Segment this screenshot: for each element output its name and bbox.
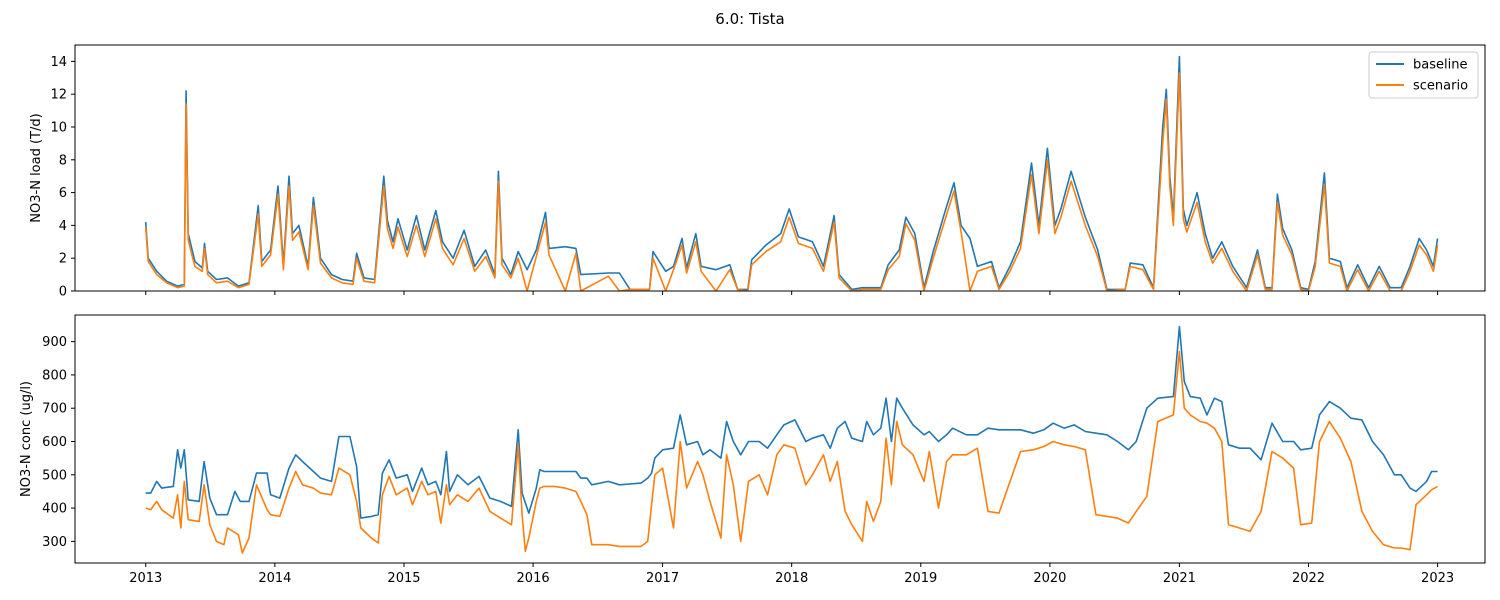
legend-label-scenario: scenario <box>1413 79 1468 94</box>
x-tick-label: 2019 <box>904 571 937 586</box>
y-tick-label: 12 <box>50 88 67 103</box>
panel-load-lines <box>144 55 1439 291</box>
y-tick-label: 6 <box>59 186 67 201</box>
y-tick-label: 800 <box>42 368 67 383</box>
y-tick-label: 500 <box>42 468 67 483</box>
y-tick-label: 900 <box>42 335 67 350</box>
panel-conc-lines <box>145 325 1438 554</box>
panel-conc-y-axis-label: NO3-N conc (ug/l) <box>19 381 34 497</box>
panel-load-frame <box>74 44 1486 292</box>
x-tick-label: 2021 <box>1163 571 1196 586</box>
x-tick-label: 2015 <box>387 571 420 586</box>
series-scenario-line <box>144 72 1439 291</box>
series-baseline-line <box>144 55 1439 291</box>
x-tick-label: 2023 <box>1421 571 1454 586</box>
series-scenario-line <box>145 350 1438 554</box>
panel-load-y-axis-label: NO3-N load (T/d) <box>29 113 44 222</box>
y-tick-label: 10 <box>50 121 67 136</box>
y-tick-label: 600 <box>42 435 67 450</box>
panel-conc-x-axis: 2013 2014 2015 2016 2017 2018 2019 2020 2021 2022… <box>129 563 1454 586</box>
panel-load-x-axis <box>145 291 1439 295</box>
y-tick-label: 14 <box>50 55 67 70</box>
x-tick-label: 2020 <box>1033 571 1066 586</box>
y-tick-label: 400 <box>42 502 67 517</box>
y-tick-label: 4 <box>59 219 67 234</box>
figure-title: 6.0: Tista <box>715 10 784 28</box>
panel-conc-frame <box>74 314 1486 564</box>
panel-conc-y-axis: 300 400 500 600 700 800 900 <box>42 335 75 550</box>
x-tick-label: 2013 <box>129 571 162 586</box>
x-tick-label: 2016 <box>517 571 550 586</box>
y-tick-label: 300 <box>42 535 67 550</box>
x-tick-label: 2022 <box>1292 571 1325 586</box>
y-tick-label: 8 <box>59 153 67 168</box>
legend: baseline scenario <box>1368 51 1479 99</box>
x-tick-label: 2017 <box>646 571 679 586</box>
series-baseline-line <box>145 325 1438 519</box>
y-tick-label: 2 <box>59 252 67 267</box>
panel-load-y-axis: 0 2 4 6 8 10 12 14 <box>50 55 75 300</box>
y-tick-label: 0 <box>59 285 67 300</box>
x-tick-label: 2018 <box>775 571 808 586</box>
panel-load: 0 2 4 6 8 10 12 14 NO3-N load (T/d) baseline sce… <box>29 44 1486 300</box>
legend-label-baseline: baseline <box>1413 58 1467 73</box>
y-tick-label: 700 <box>42 402 67 417</box>
x-tick-label: 2014 <box>258 571 291 586</box>
